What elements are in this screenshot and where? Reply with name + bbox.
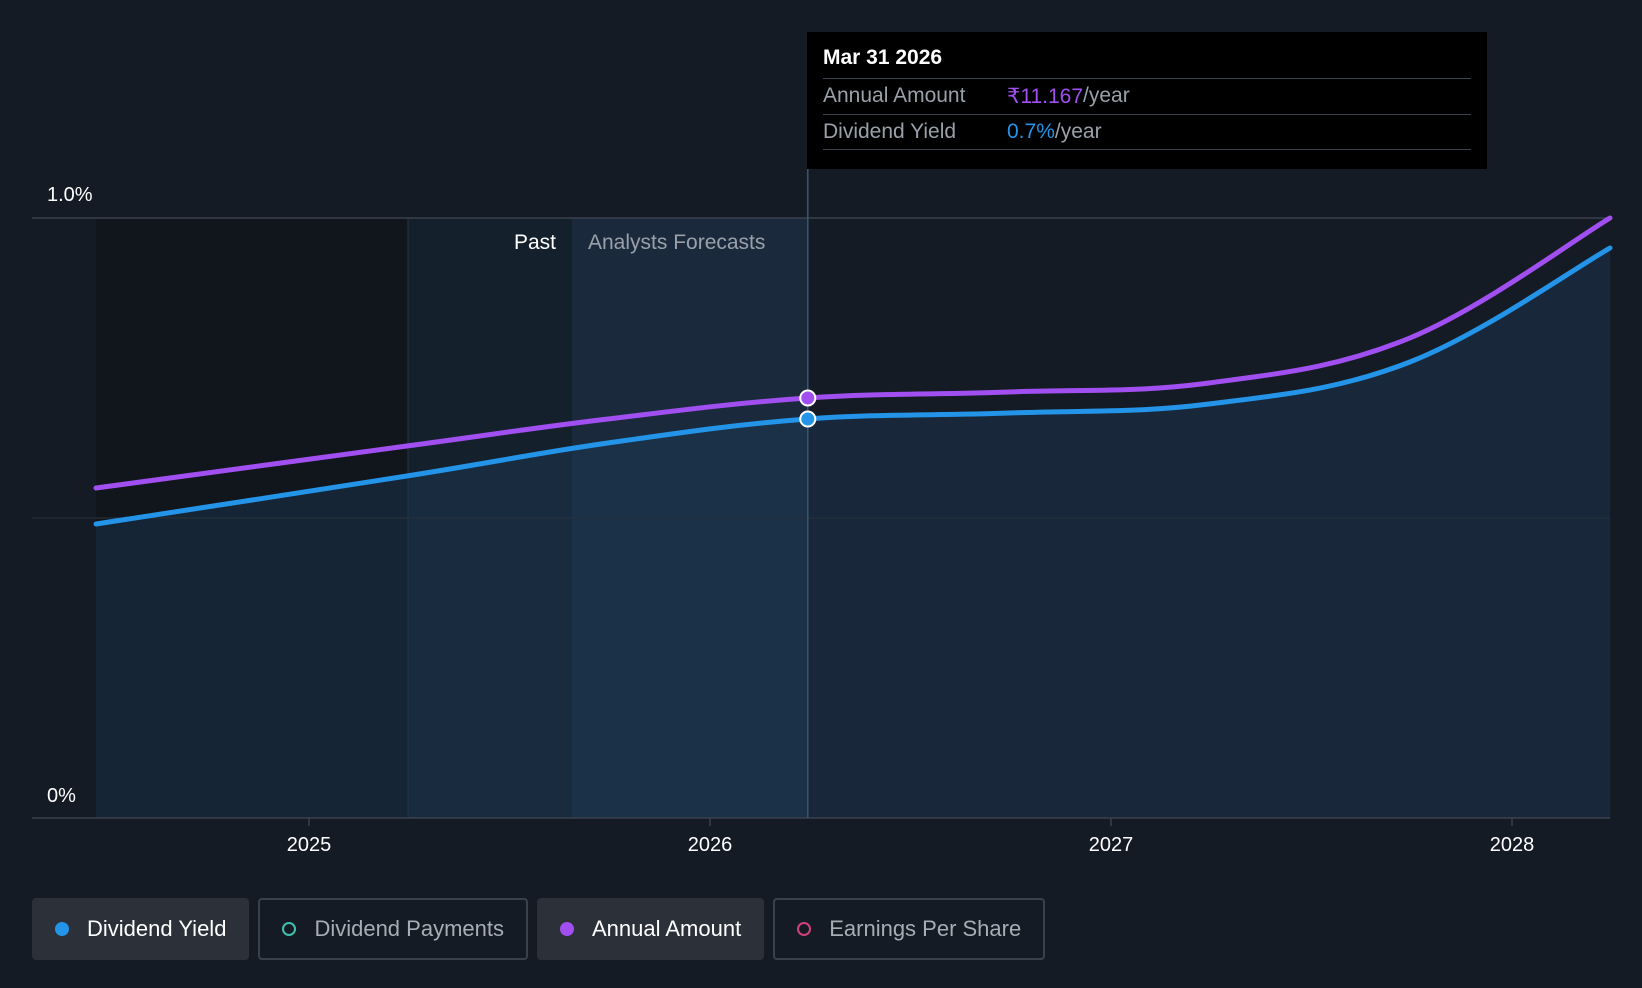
past-label: Past	[514, 231, 556, 254]
y-tick-label: 1.0%	[47, 184, 93, 206]
tooltip-unit: /year	[1083, 84, 1130, 107]
legend-label: Dividend Yield	[87, 916, 227, 941]
legend-label: Annual Amount	[591, 916, 742, 941]
hollow-dot-icon	[797, 922, 812, 936]
y-tick-label: 0%	[47, 785, 76, 807]
legend-earnings-per-share[interactable]: Earnings Per Share	[773, 898, 1046, 960]
tooltip-date: Mar 31 2026	[823, 46, 1471, 79]
x-tick-label: 2028	[1490, 834, 1535, 856]
legend-dividend-yield[interactable]: Dividend Yield	[32, 898, 250, 960]
hollow-dot-icon	[282, 922, 297, 936]
x-tick-label: 2025	[287, 834, 332, 856]
legend-dividend-payments[interactable]: Dividend Payments	[258, 898, 528, 960]
dividend-yield-area	[96, 248, 1610, 818]
x-tick-label: 2027	[1089, 834, 1134, 856]
tooltip-row-annual-amount: Annual Amount ₹11.167 /year	[823, 79, 1471, 115]
tooltip-value: ₹11.167	[1007, 85, 1084, 108]
chart-legend: Dividend Yield Dividend Payments Annual …	[32, 898, 1046, 960]
series-line-dividend-yield	[93, 245, 1613, 527]
tooltip-row-dividend-yield: Dividend Yield 0.7% /year	[823, 115, 1471, 150]
filled-dot-icon	[55, 922, 69, 936]
marker-annual-amount	[799, 389, 817, 407]
tooltip-label: Dividend Yield	[823, 120, 957, 143]
legend-label: Earnings Per Share	[829, 916, 1022, 941]
tooltip-value: 0.7%	[1007, 120, 1055, 143]
forecast-label: Analysts Forecasts	[588, 231, 765, 254]
chart-tooltip: Mar 31 2026 Annual Amount ₹11.167 /year …	[807, 32, 1487, 169]
marker-dividend-yield	[799, 410, 817, 428]
x-tick-label: 2026	[688, 834, 733, 856]
series-line-annual-amount	[93, 215, 1613, 491]
tooltip-unit: /year	[1054, 120, 1102, 143]
filled-dot-icon	[559, 922, 574, 936]
legend-annual-amount[interactable]: Annual Amount	[536, 898, 765, 960]
legend-label: Dividend Payments	[314, 916, 504, 941]
tooltip-label: Annual Amount	[823, 84, 966, 107]
